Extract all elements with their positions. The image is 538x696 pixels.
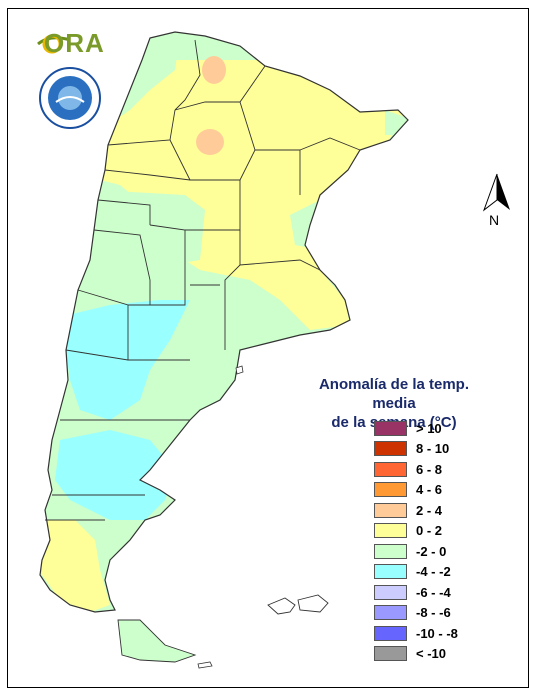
- legend-swatch: [374, 543, 407, 559]
- legend-swatch: [374, 502, 407, 518]
- small-island: [235, 365, 244, 375]
- legend-swatch: [374, 564, 407, 580]
- legend-label: 2 - 4: [416, 502, 443, 518]
- legend-label: -2 - 0: [416, 543, 447, 559]
- legend: > 10 8 - 10 6 - 8 4 - 6 2 - 4 0 - 2 -2 -…: [374, 418, 494, 664]
- legend-swatch: [374, 461, 407, 477]
- legend-label: -8 - -6: [416, 605, 451, 621]
- malvinas-islands: [267, 594, 329, 615]
- legend-row: -4 - -2: [374, 562, 494, 583]
- legend-row: < -10: [374, 644, 494, 665]
- legend-swatch: [374, 625, 407, 641]
- ora-logo: [37, 34, 71, 54]
- legend-swatch: [374, 482, 407, 498]
- ora-logo-text: ORA: [44, 28, 105, 58]
- field-2-4-santiago: [196, 129, 224, 155]
- legend-row: 6 - 8: [374, 459, 494, 480]
- legend-row: 0 - 2: [374, 521, 494, 542]
- legend-row: 8 - 10: [374, 439, 494, 460]
- legend-row: 2 - 4: [374, 500, 494, 521]
- legend-swatch: [374, 523, 407, 539]
- legend-label: > 10: [416, 420, 442, 436]
- legend-label: -4 - -2: [416, 564, 451, 580]
- legend-label: 0 - 2: [416, 523, 443, 539]
- smn-seal-icon: [39, 67, 101, 129]
- field-minus4-minus2-south: [55, 430, 175, 520]
- legend-row: -2 - 0: [374, 541, 494, 562]
- north-label: N: [489, 212, 500, 228]
- legend-label: 6 - 8: [416, 461, 443, 477]
- legend-row: > 10: [374, 418, 494, 439]
- province-boundaries: [39, 31, 409, 613]
- legend-swatch: [374, 646, 407, 662]
- legend-label: < -10: [416, 646, 446, 662]
- field-0-2-north: [100, 60, 408, 330]
- legend-swatch: [374, 420, 407, 436]
- legend-row: -8 - -6: [374, 603, 494, 624]
- legend-row: 4 - 6: [374, 480, 494, 501]
- isla-de-los-estados: [197, 661, 213, 669]
- legend-row: -6 - -4: [374, 582, 494, 603]
- legend-swatch: [374, 584, 407, 600]
- legend-title-line1: Anomalía de la temp. media: [318, 376, 470, 412]
- legend-label: 8 - 10: [416, 441, 450, 457]
- tierra-del-fuego: [117, 619, 197, 663]
- field-0-2-south: [40, 520, 110, 612]
- legend-label: -6 - -4: [416, 584, 451, 600]
- legend-row: -10 - -8: [374, 623, 494, 644]
- legend-label: -10 - -8: [416, 625, 458, 641]
- field-2-4-jujuy: [202, 56, 226, 84]
- field-minus2-0-nw: [115, 36, 180, 120]
- north-arrow-icon: [482, 173, 510, 212]
- legend-swatch: [374, 441, 407, 457]
- field-minus2-0-center: [95, 190, 205, 265]
- legend-label: 4 - 6: [416, 482, 443, 498]
- legend-swatch: [374, 605, 407, 621]
